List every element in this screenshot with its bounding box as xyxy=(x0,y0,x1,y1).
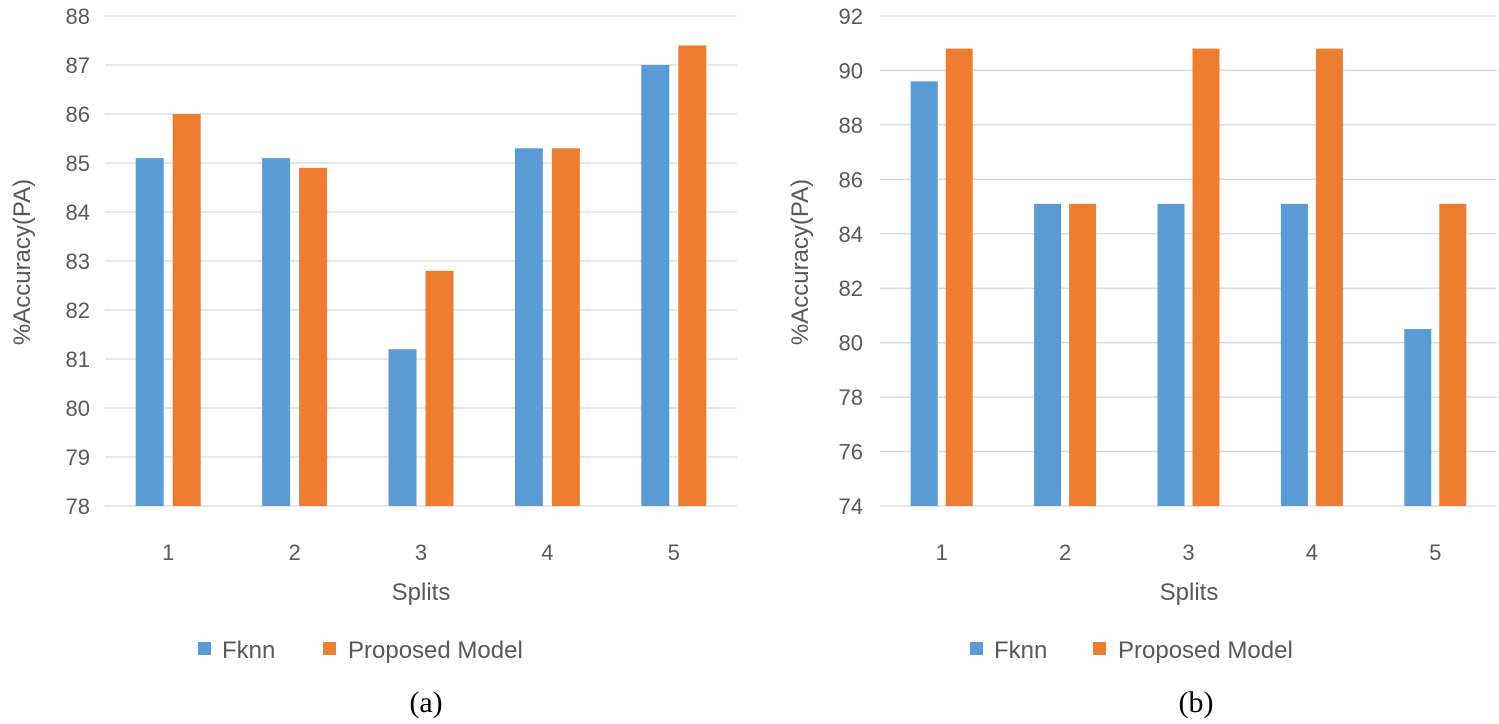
y-tick-labels: 74 76 78 80 82 84 86 88 90 92 xyxy=(839,4,863,519)
legend-label-proposed-model: Proposed Model xyxy=(348,637,523,664)
bar-fknn-split-4 xyxy=(514,148,543,507)
y-tick-label: 81 xyxy=(66,347,90,372)
y-tick-label: 92 xyxy=(839,4,863,29)
y-tick-label: 82 xyxy=(839,276,863,301)
y-tick-label: 86 xyxy=(839,167,863,192)
x-tick-label: 3 xyxy=(1182,540,1194,565)
y-tick-labels: 78 79 80 81 82 83 84 85 86 87 88 xyxy=(66,4,90,519)
bar-proposed-model-split-3 xyxy=(1192,48,1220,507)
caption: (b) xyxy=(1179,686,1214,719)
x-tick-label: 2 xyxy=(288,540,300,565)
bar-fknn-split-5 xyxy=(641,65,670,506)
bar-fknn-split-3 xyxy=(1157,203,1185,507)
y-axis-title: %Accuracy(PA) xyxy=(787,179,814,345)
bar-proposed-model-split-2 xyxy=(299,167,328,506)
x-tick-label: 3 xyxy=(415,540,427,565)
legend-label-fknn: Fknn xyxy=(222,637,275,664)
bar-proposed-model-split-1 xyxy=(172,114,201,506)
bars xyxy=(910,48,1467,507)
legend-swatch-proposed-model xyxy=(323,642,336,655)
x-tick-labels: 1 2 3 4 5 xyxy=(162,540,680,565)
y-tick-label: 80 xyxy=(839,331,863,356)
legend-swatch-fknn xyxy=(198,642,211,655)
bar-fknn-split-3 xyxy=(388,349,417,506)
y-tick-label: 84 xyxy=(66,200,90,225)
y-tick-label: 76 xyxy=(839,440,863,465)
x-tick-labels: 1 2 3 4 5 xyxy=(936,540,1442,565)
x-tick-label: 4 xyxy=(1306,540,1318,565)
legend-label-fknn: Fknn xyxy=(994,637,1047,664)
y-tick-label: 80 xyxy=(66,396,90,421)
bar-fknn-split-1 xyxy=(135,158,164,506)
legend-label-proposed-model: Proposed Model xyxy=(1118,637,1293,664)
x-tick-label: 5 xyxy=(1429,540,1441,565)
legend: Fknn Proposed Model xyxy=(198,637,523,664)
legend-swatch-proposed-model xyxy=(1093,642,1106,655)
chart-a: 78 79 80 81 82 83 84 85 86 87 88 1 2 3 4 5 %Accuracy(P… xyxy=(9,4,737,719)
gridlines xyxy=(880,15,1497,507)
bar-fknn-split-2 xyxy=(262,158,291,506)
bar-fknn-split-1 xyxy=(910,81,938,506)
x-tick-label: 5 xyxy=(668,540,680,565)
bar-proposed-model-split-2 xyxy=(1069,203,1097,507)
bar-proposed-model-split-5 xyxy=(678,45,707,507)
x-axis-title: Splits xyxy=(1160,579,1219,606)
y-tick-label: 78 xyxy=(66,494,90,519)
bar-proposed-model-split-3 xyxy=(425,270,454,506)
bar-fknn-split-4 xyxy=(1280,203,1308,507)
bars xyxy=(135,45,707,507)
bar-proposed-model-split-5 xyxy=(1439,203,1467,507)
x-tick-label: 4 xyxy=(541,540,553,565)
y-tick-label: 86 xyxy=(66,102,90,127)
x-tick-label: 2 xyxy=(1059,540,1071,565)
y-tick-label: 74 xyxy=(839,494,863,519)
y-tick-label: 83 xyxy=(66,249,90,274)
y-tick-label: 84 xyxy=(839,222,863,247)
legend: Fknn Proposed Model xyxy=(970,637,1293,664)
x-tick-label: 1 xyxy=(162,540,174,565)
y-tick-label: 87 xyxy=(66,53,90,78)
y-tick-label: 85 xyxy=(66,151,90,176)
y-tick-label: 82 xyxy=(66,298,90,323)
x-axis-title: Splits xyxy=(392,579,451,606)
chart-b: 74 76 78 80 82 84 86 88 90 92 1 2 3 4 5 %Accuracy(PA)… xyxy=(787,4,1497,719)
bar-proposed-model-split-1 xyxy=(945,48,973,507)
caption: (a) xyxy=(409,686,442,719)
x-tick-label: 1 xyxy=(936,540,948,565)
bar-fknn-split-5 xyxy=(1404,329,1432,506)
gridlines xyxy=(105,15,737,507)
bar-proposed-model-split-4 xyxy=(551,148,580,507)
y-tick-label: 79 xyxy=(66,445,90,470)
y-tick-label: 88 xyxy=(839,113,863,138)
y-tick-label: 90 xyxy=(839,58,863,83)
legend-swatch-fknn xyxy=(970,642,983,655)
bar-proposed-model-split-4 xyxy=(1315,48,1343,507)
y-axis-title: %Accuracy(PA) xyxy=(9,179,36,345)
y-tick-label: 88 xyxy=(66,4,90,29)
bar-fknn-split-2 xyxy=(1034,203,1062,507)
y-tick-label: 78 xyxy=(839,385,863,410)
